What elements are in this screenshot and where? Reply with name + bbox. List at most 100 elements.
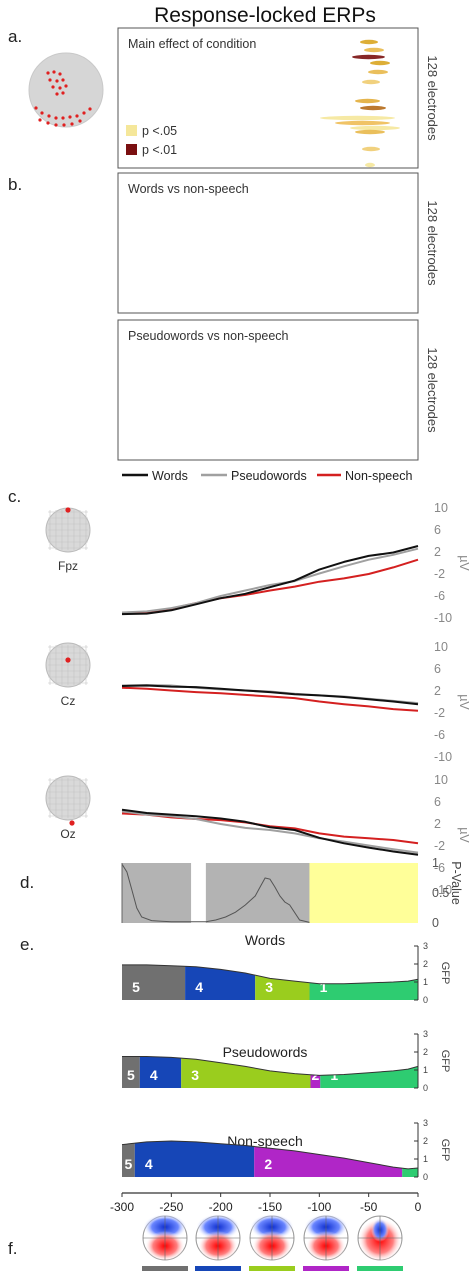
electrode-dot <box>68 115 72 119</box>
microstate-segment-5 <box>122 1143 135 1177</box>
pvalue-ylabel: P-Value <box>449 861 463 905</box>
microstate-topographies <box>142 1214 403 1271</box>
erp-plot-fpz: Fpz 10 6 2 -2 -6 -10 µV <box>45 501 471 625</box>
p-value-plot: 10.50 <box>121 856 449 930</box>
topography-4 <box>195 1214 241 1271</box>
x-tick-label: -100 <box>307 1200 331 1214</box>
y-tick-label: 2 <box>434 684 441 698</box>
y-tick-label: 2 <box>423 1136 428 1146</box>
significance-stripes <box>320 39 400 168</box>
y-tick-label: -2 <box>434 839 445 853</box>
y-tick-label: 0 <box>423 995 428 1005</box>
electrode-dot <box>55 79 59 83</box>
y-tick-label: 2 <box>434 817 441 831</box>
legend-nonspeech: Non-speech <box>345 469 412 483</box>
erp-series-non-speech <box>122 558 419 614</box>
y-tick-label: 2 <box>423 959 428 969</box>
figure-title: Response-locked ERPs <box>154 4 376 27</box>
electrode-dot <box>54 116 58 120</box>
electrode-dot <box>51 85 55 89</box>
electrode-dot <box>70 122 74 126</box>
topography-3 <box>249 1214 295 1271</box>
electrode-dot <box>46 71 50 75</box>
sig-stripe <box>350 125 400 131</box>
y-tick-label: 0 <box>432 916 439 930</box>
topo-color-bar <box>357 1266 403 1271</box>
erp-series-non-speech <box>121 812 419 845</box>
legend-swatch-p01 <box>126 144 137 155</box>
microstate-segment-2 <box>310 1074 321 1088</box>
significant-interval <box>205 863 310 923</box>
microstate-number: 4 <box>195 979 203 995</box>
electrode-head-cz: Cz <box>45 642 91 708</box>
erp-series-words <box>121 808 419 856</box>
panel-b-ylabel-words: 128 electrodes <box>425 200 440 286</box>
y-tick-label: -10 <box>434 611 452 625</box>
y-tick-label: 1 <box>423 1154 428 1164</box>
gfp-title: Pseudowords <box>223 1044 308 1060</box>
topography-5 <box>142 1214 188 1271</box>
panel-b-title-pseudowords: Pseudowords vs non-speech <box>128 329 289 343</box>
y-tick-label: 1 <box>423 1065 428 1075</box>
gfp-line <box>122 964 419 985</box>
microstate-number: 3 <box>265 979 273 995</box>
sig-stripe <box>365 162 375 168</box>
x-tick-label: -200 <box>209 1200 233 1214</box>
y-tick-label: -10 <box>434 883 452 897</box>
electrode-dot <box>47 114 51 118</box>
y-axis-label: µV <box>457 827 471 843</box>
y-axis-label: µV <box>457 555 471 571</box>
y-tick-label: 0 <box>423 1172 428 1182</box>
electrode-dot <box>75 114 79 118</box>
sig-stripe <box>364 47 384 53</box>
electrode-dot <box>82 111 86 115</box>
electrode-dot <box>61 91 65 95</box>
microstate-segment-3 <box>255 975 310 1000</box>
electrode-dot <box>88 107 92 111</box>
y-tick-label: -2 <box>434 706 445 720</box>
sig-stripe <box>362 79 380 85</box>
p-value-line <box>121 863 310 923</box>
gfp-line <box>121 1140 419 1170</box>
panel-label-d: d. <box>20 873 34 892</box>
gfp-plot-words: Words 5 4 3 1 3 2 1 0 GFP <box>122 932 451 1005</box>
panel-b-heatmap-words: Words vs non-speech <box>117 172 419 314</box>
y-tick-label: 10 <box>434 773 448 787</box>
erp-plot-cz: Cz 10 6 2 -2 -6 -10 µV <box>45 640 471 764</box>
x-tick-label: -150 <box>258 1200 282 1214</box>
y-tick-label: 3 <box>423 1029 428 1039</box>
y-tick-label: 10 <box>434 640 448 654</box>
electrode-dot <box>52 70 56 74</box>
legend-label-p01: p <.01 <box>142 143 177 157</box>
electrode-dot <box>58 72 62 76</box>
y-tick-label: -6 <box>434 728 445 742</box>
y-tick-label: 6 <box>434 523 441 537</box>
erp-series-words <box>121 684 419 706</box>
microstate-number: 1 <box>320 979 328 995</box>
y-tick-label: -10 <box>434 750 452 764</box>
y-tick-label: -6 <box>434 589 445 603</box>
panel-label-f: f. <box>8 1239 17 1258</box>
panel-a-ylabel: 128 electrodes <box>425 55 440 141</box>
microstate-segment-3 <box>181 1058 311 1088</box>
microstate-segment-5 <box>122 964 186 1000</box>
y-tick-label: 3 <box>423 941 428 951</box>
y-tick-label: 0 <box>423 1083 428 1093</box>
electrode-head-oz: Oz <box>45 775 91 841</box>
x-tick-label: -300 <box>110 1200 134 1214</box>
electrode-dot <box>40 111 44 115</box>
panel-b-title-words: Words vs non-speech <box>128 182 249 196</box>
microstate-number: 5 <box>132 979 140 995</box>
microstate-segment-1 <box>320 1066 418 1088</box>
electrode-dot <box>46 121 50 125</box>
topo-color-bar <box>142 1266 188 1271</box>
electrode-dot <box>61 116 65 120</box>
legend-swatch-p05 <box>126 125 137 136</box>
y-tick-label: 2 <box>423 1047 428 1057</box>
microstate-number: 4 <box>150 1067 158 1083</box>
y-axis-label: µV <box>457 694 471 710</box>
electrode-marker <box>65 657 71 663</box>
